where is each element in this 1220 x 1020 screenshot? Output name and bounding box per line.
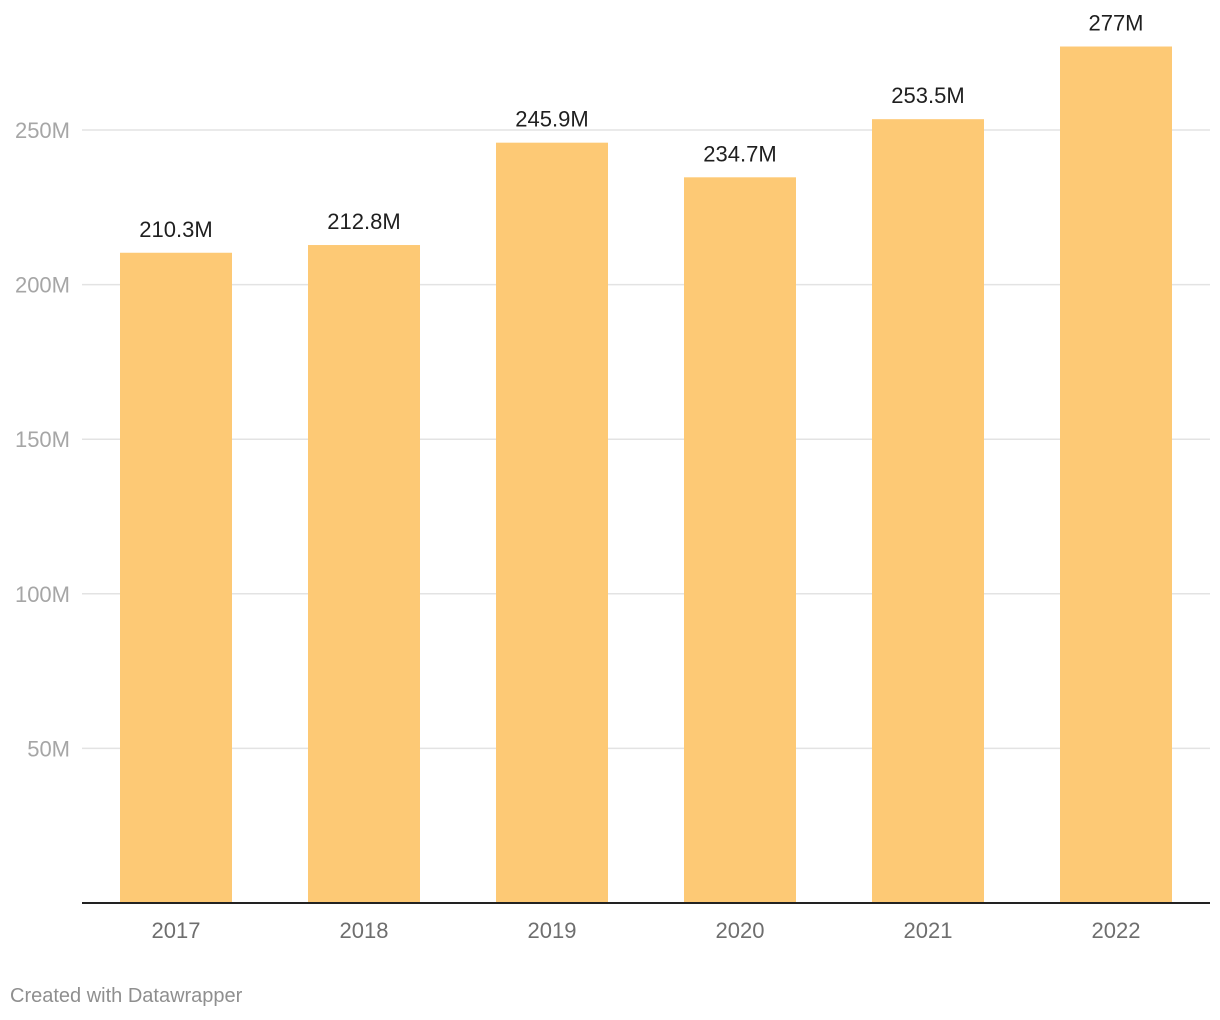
bar-2022 (1060, 47, 1172, 903)
x-tick-label-2017: 2017 (152, 918, 201, 943)
x-tick-label-2020: 2020 (716, 918, 765, 943)
bar-2021 (872, 119, 984, 903)
x-tick-label-2021: 2021 (904, 918, 953, 943)
bar-2018 (308, 245, 420, 903)
x-tick-label-2022: 2022 (1092, 918, 1141, 943)
value-label-2019: 245.9M (515, 107, 588, 132)
x-tick-label-2018: 2018 (340, 918, 389, 943)
value-labels: 210.3M 212.8M 245.9M 234.7M 253.5M 277M (139, 11, 1143, 242)
x-tick-label-2019: 2019 (528, 918, 577, 943)
value-label-2020: 234.7M (703, 141, 776, 166)
y-tick-label: 150M (15, 427, 70, 452)
y-tick-label: 50M (27, 736, 70, 761)
bar-2019 (496, 143, 608, 903)
y-tick-label: 100M (15, 582, 70, 607)
credit-text: Created with Datawrapper (10, 985, 242, 1008)
value-label-2017: 210.3M (139, 217, 212, 242)
bar-2017 (120, 253, 232, 903)
y-tick-label: 200M (15, 273, 70, 298)
value-label-2022: 277M (1088, 11, 1143, 36)
value-label-2018: 212.8M (327, 209, 400, 234)
value-label-2021: 253.5M (891, 83, 964, 108)
bars (120, 47, 1172, 903)
y-tick-label: 250M (15, 118, 70, 143)
bar-2020 (684, 177, 796, 903)
x-axis-labels: 2017 2018 2019 2020 2021 2022 (152, 918, 1141, 943)
